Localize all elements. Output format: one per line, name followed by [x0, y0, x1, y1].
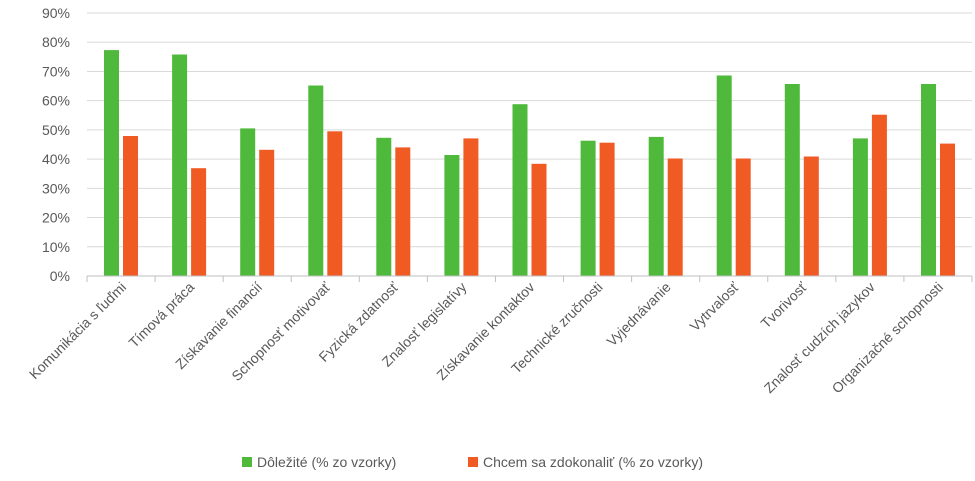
bar-dolezite — [240, 128, 256, 276]
bar-zdokonalit — [940, 143, 955, 276]
bar-dolezite — [921, 84, 936, 276]
category-label: Komunikácia s ľuďmi — [26, 279, 129, 382]
category-label: Vytrvalosť — [686, 278, 742, 334]
bar-dolezite — [172, 54, 188, 276]
bar-dolezite — [852, 138, 868, 276]
y-tick-label: 80% — [42, 34, 70, 50]
bar-zdokonalit — [327, 131, 343, 276]
y-tick-label: 40% — [42, 151, 70, 167]
y-tick-label: 90% — [42, 5, 70, 21]
legend-label: Dôležité (% zo vzorky) — [257, 454, 396, 470]
bar-dolezite — [444, 155, 460, 276]
legend-swatch — [242, 457, 252, 467]
gridlines — [87, 12, 972, 248]
bar-dolezite — [512, 104, 528, 276]
bar-zdokonalit — [395, 147, 411, 276]
bar-zdokonalit — [871, 114, 887, 276]
y-tick-label: 30% — [42, 180, 70, 196]
bar-zdokonalit — [735, 158, 751, 276]
bar-zdokonalit — [667, 158, 683, 276]
y-tick-label: 70% — [42, 63, 70, 79]
bars — [104, 50, 955, 276]
bar-dolezite — [648, 136, 664, 276]
bar-zdokonalit — [123, 136, 138, 276]
y-tick-label: 50% — [42, 122, 70, 138]
bar-zdokonalit — [599, 142, 615, 276]
category-label: Znalosť cudzích jazykov — [761, 279, 878, 396]
y-tick-label: 20% — [42, 210, 70, 226]
y-axis-tick-labels: 0% 10% 20% 30% 40% 50% 60% 70% 80% 90% — [42, 5, 70, 284]
category-label: Tímová práca — [125, 279, 197, 351]
legend: Dôležité (% zo vzorky) Chcem sa zdokonali… — [242, 454, 703, 470]
bar-dolezite — [104, 50, 119, 276]
bar-dolezite — [308, 85, 324, 276]
legend-swatch — [468, 457, 478, 467]
y-tick-label: 0% — [50, 268, 70, 284]
bar-zdokonalit — [259, 149, 275, 276]
category-label: Organizačné schopnosti — [829, 279, 947, 397]
y-tick-label: 60% — [42, 93, 70, 109]
bar-zdokonalit — [803, 156, 819, 276]
category-label: Tvorivosť — [757, 278, 810, 331]
bar-zdokonalit — [463, 138, 479, 276]
bar-dolezite — [716, 75, 732, 276]
bar-zdokonalit — [531, 163, 547, 276]
bar-zdokonalit — [191, 168, 207, 276]
bar-dolezite — [784, 84, 800, 276]
bar-dolezite — [376, 137, 392, 276]
category-label: Vyjednávanie — [603, 279, 674, 350]
bar-dolezite — [580, 140, 596, 276]
x-axis-tick-marks — [86, 276, 973, 282]
legend-label: Chcem sa zdokonaliť (% zo vzorky) — [483, 454, 703, 470]
y-tick-label: 10% — [42, 239, 70, 255]
